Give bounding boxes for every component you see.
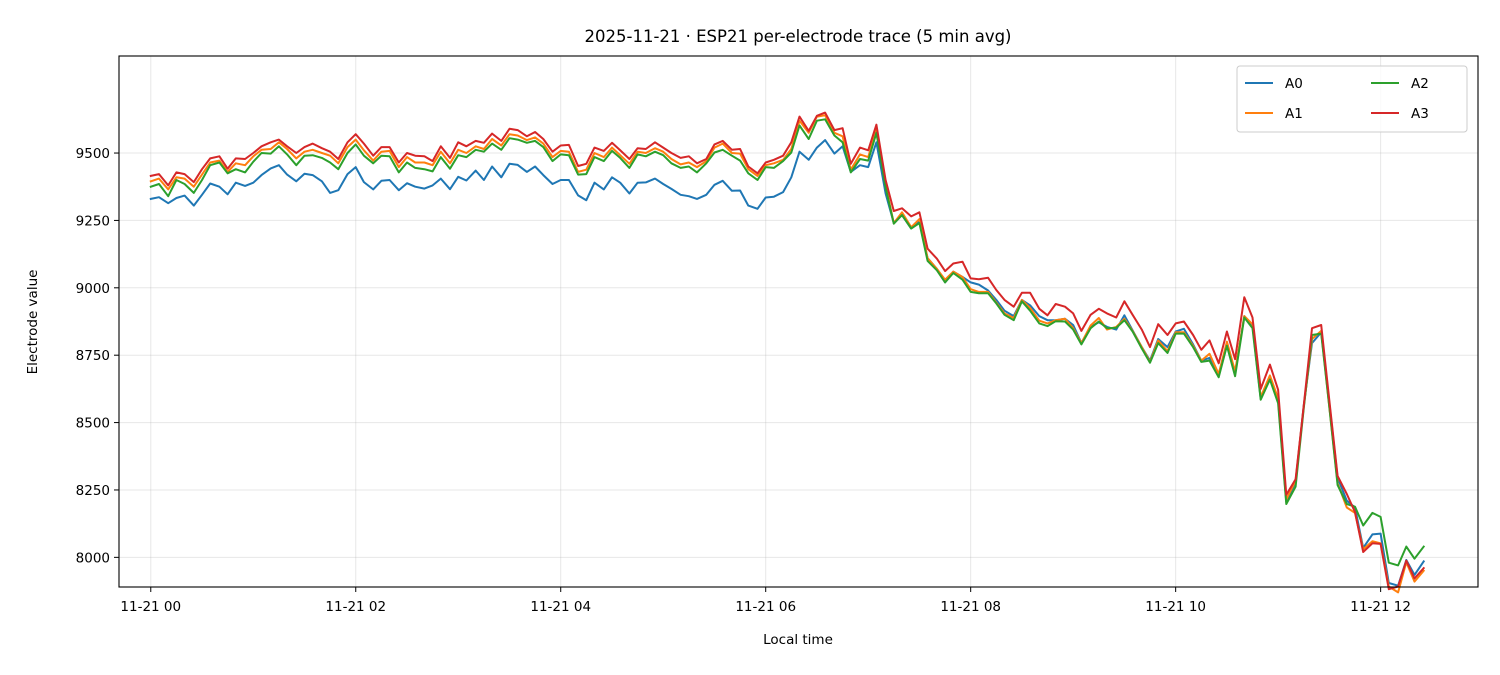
y-tick-label: 9250 [76, 213, 110, 229]
series-line-a1 [149, 114, 1426, 594]
series-line-a3 [149, 111, 1426, 591]
legend-label-a0: A0 [1285, 76, 1303, 92]
y-axis-ticks: 8000 8250 8500 8750 9000 9250 9500 [76, 146, 119, 566]
y-axis-label: Electrode value [25, 270, 41, 375]
y-tick-label: 8500 [76, 416, 110, 432]
y-tick-label: 9500 [76, 146, 110, 162]
x-axis-label: Local time [763, 632, 833, 648]
legend-label-a2: A2 [1411, 76, 1429, 92]
x-tick-label: 11-21 10 [1145, 599, 1206, 615]
y-tick-label: 8750 [76, 348, 110, 364]
series-line-a0 [149, 139, 1426, 587]
chart-title: 2025-11-21 · ESP21 per-electrode trace (… [585, 27, 1012, 46]
legend-box [1236, 65, 1468, 133]
legend-label-a1: A1 [1285, 106, 1303, 122]
x-tick-label: 11-21 00 [120, 599, 181, 615]
x-tick-label: 11-21 12 [1350, 599, 1411, 615]
plot-series-group [149, 111, 1426, 594]
legend-label-a3: A3 [1411, 106, 1429, 122]
legend: A0 A1 A2 A3 [1236, 65, 1468, 133]
x-tick-label: 11-21 04 [530, 599, 591, 615]
y-tick-label: 8000 [76, 550, 110, 566]
x-tick-label: 11-21 08 [940, 599, 1001, 615]
plot-frame [118, 55, 1479, 588]
x-axis-ticks: 11-21 00 11-21 02 11-21 04 11-21 06 11-21 08… [120, 587, 1411, 615]
x-tick-label: 11-21 06 [735, 599, 796, 615]
x-tick-label: 11-21 02 [325, 599, 386, 615]
series-line-a2 [149, 118, 1426, 567]
y-tick-label: 9000 [76, 281, 110, 297]
y-tick-label: 8250 [76, 483, 110, 499]
